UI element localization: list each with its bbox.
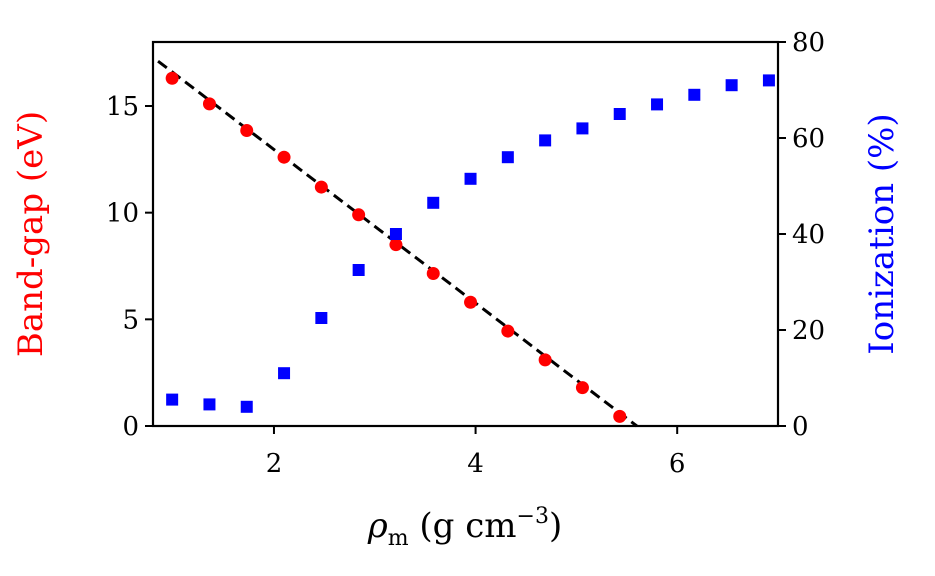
y-right-tick-label: 20 <box>792 316 825 346</box>
ionization-point <box>352 264 365 276</box>
fit-line <box>157 60 638 428</box>
bandgap-point <box>165 71 179 85</box>
ionization-point <box>613 108 626 120</box>
bandgap-point <box>464 295 478 309</box>
ionization-point <box>576 122 589 135</box>
ionization-point <box>651 98 664 111</box>
x-tick-label: 2 <box>266 449 283 479</box>
y-left-tick-label: 5 <box>122 305 139 335</box>
ionization-point <box>725 79 738 92</box>
y-left-tick-label: 0 <box>122 412 139 442</box>
bandgap-point <box>314 180 328 194</box>
ionization-point <box>389 228 402 240</box>
plot-marks <box>157 60 775 428</box>
x-tick-label: 4 <box>467 449 484 479</box>
ionization-point <box>539 134 552 147</box>
bandgap-point <box>426 266 440 280</box>
y-axis-left-title: Band-gap (eV) <box>11 111 51 357</box>
bandgap-point <box>613 409 627 423</box>
bandgap-point <box>389 238 403 252</box>
ionization-point <box>501 151 514 164</box>
y-right-tick-label: 0 <box>792 412 809 442</box>
ionization-point <box>278 367 291 380</box>
y-right-tick-label: 80 <box>792 28 825 58</box>
y-right-tick-label: 60 <box>792 124 825 154</box>
y-left-tick-label: 10 <box>106 199 139 229</box>
y-left-tick-label: 15 <box>106 92 139 122</box>
bandgap-point <box>538 353 552 367</box>
y-axis-right-title: Ionization (%) <box>862 113 902 354</box>
ionization-point <box>688 88 701 101</box>
ionization-point <box>762 74 775 87</box>
x-tick-label: 6 <box>669 449 686 479</box>
bandgap-point <box>575 381 589 395</box>
ionization-point <box>427 196 440 209</box>
bandgap-point <box>277 150 291 164</box>
ionization-point <box>240 400 253 413</box>
y-right-tick-label: 40 <box>792 220 825 250</box>
bandgap-point <box>352 208 366 222</box>
ionization-point <box>203 398 216 411</box>
bandgap-point <box>240 124 254 138</box>
ionization-point <box>166 393 179 406</box>
ionization-point <box>464 172 477 185</box>
ionization-point <box>315 312 328 324</box>
x-axis-title: ρm (g cm−3) <box>367 504 563 551</box>
bandgap-point <box>501 324 515 338</box>
plot-frame <box>151 40 780 428</box>
bandgap-point <box>202 97 216 111</box>
